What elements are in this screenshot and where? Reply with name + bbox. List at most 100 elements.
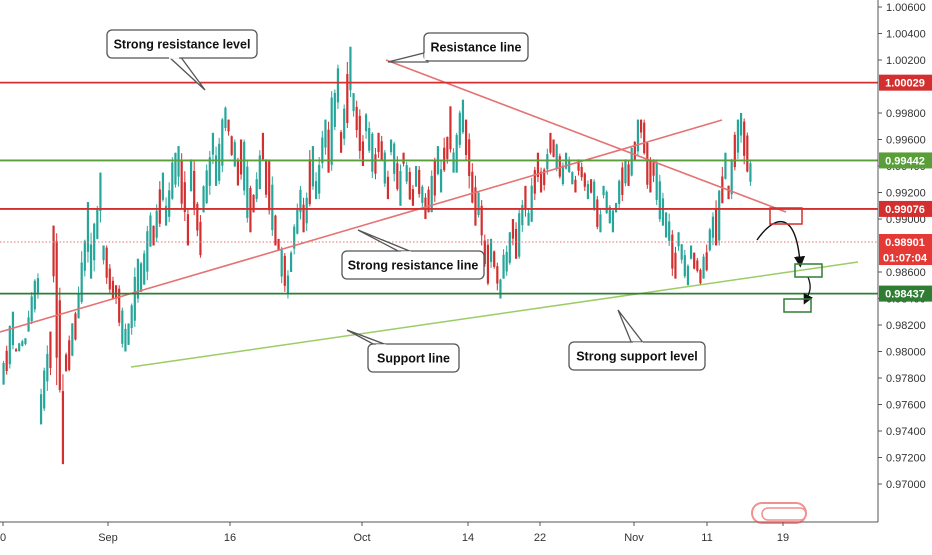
candle-body [443, 147, 446, 171]
candle-body [64, 354, 68, 372]
candle-body [593, 181, 596, 210]
candle-body [311, 146, 315, 187]
candle-body [464, 119, 468, 156]
candle-body [364, 114, 368, 132]
candle-body [624, 159, 627, 184]
resistance-trendline [385, 59, 787, 213]
candle-body [702, 256, 705, 279]
candle-body [127, 323, 130, 345]
callout-strong-resistance-line-text: Strong resistance line [348, 259, 479, 273]
candle-body [374, 154, 377, 174]
candle-body [539, 171, 543, 193]
y-tick-label: 0.98000 [886, 347, 926, 359]
candle-body [358, 115, 361, 151]
candle-body [380, 141, 383, 161]
candle-body [208, 157, 211, 186]
candle-body [636, 119, 640, 152]
callout-support-line: Support line [346, 329, 460, 373]
candle-body [414, 166, 418, 187]
candle-body [146, 231, 149, 272]
callout-strong-support-level-text: Strong support level [576, 350, 698, 364]
candle-body [108, 268, 111, 290]
candle-body [196, 203, 199, 231]
candle-body [655, 162, 658, 200]
candle-body [733, 134, 736, 168]
candle-body [605, 191, 608, 213]
candle-body [739, 113, 743, 136]
current-price-label: 0.98901 [885, 237, 925, 249]
candle-body [405, 165, 408, 182]
candle-body [430, 175, 433, 213]
level-tag-label: 0.99442 [885, 155, 925, 167]
y-tick-label: 0.97000 [886, 479, 926, 491]
candle-body [158, 189, 161, 224]
candle-body [639, 119, 643, 133]
candle-body [386, 176, 390, 200]
x-tick-label: 22 [534, 532, 546, 544]
y-tick-label: 0.99600 [886, 135, 926, 147]
candle-body [302, 204, 305, 233]
time-axis[interactable]: 0 Sep 16 Oct 14 22 Nov 11 19 [0, 522, 789, 544]
callout-support-line-text: Support line [377, 352, 450, 366]
candle-body [455, 135, 458, 173]
candle-body [30, 296, 33, 322]
candle-body [283, 255, 286, 286]
x-tick-label: 14 [462, 532, 474, 544]
candle-body [599, 214, 602, 233]
candle-body [227, 119, 230, 132]
candle-body [574, 179, 577, 193]
candle-body [286, 275, 290, 294]
x-tick-label: Sep [98, 532, 118, 544]
candle-body [736, 119, 740, 153]
candle-body [618, 180, 621, 204]
candle-body [411, 189, 415, 206]
candle-body [686, 265, 690, 286]
candle-body [664, 212, 668, 238]
candle-body [352, 93, 355, 112]
candle-body [318, 164, 321, 194]
candle-body [433, 160, 436, 196]
candle-body [243, 141, 246, 191]
candle-body [111, 280, 115, 299]
candle-body [211, 132, 215, 155]
projection-path [756, 220, 806, 268]
current-price-tag: 0.98901 01:07:04 [879, 234, 932, 265]
candle-body [621, 167, 624, 195]
candle-body [155, 210, 158, 238]
candle-body [589, 179, 593, 193]
candle-body [668, 221, 671, 241]
candle-body [114, 285, 118, 299]
candle-body [308, 159, 311, 205]
candle-body [221, 119, 224, 166]
candle-body [721, 176, 724, 204]
candle-body [205, 170, 208, 204]
candle-body [558, 156, 561, 177]
candle-body [343, 108, 346, 139]
projection-path-second [803, 276, 813, 305]
support-trendline [130, 261, 859, 368]
candle-body [536, 152, 540, 177]
candle-body [611, 210, 615, 233]
candle-body [439, 169, 443, 193]
candle-body [389, 139, 393, 153]
candle-body [371, 133, 374, 172]
candle-body [377, 132, 380, 153]
candle-body [171, 162, 174, 199]
candle-body [402, 152, 405, 164]
candle-body [277, 238, 280, 251]
candle-body [586, 184, 590, 200]
candle-body [52, 225, 55, 277]
candle-body [199, 221, 202, 256]
candle-body [393, 143, 396, 174]
countdown-label: 01:07:04 [883, 253, 928, 265]
second-target-box [783, 298, 812, 313]
candle-body [368, 127, 371, 151]
candle-body [105, 247, 108, 278]
candle-body [143, 253, 146, 285]
candle-body [493, 251, 496, 267]
candle-body [280, 248, 283, 277]
candle-body [174, 152, 177, 185]
candle-body [24, 338, 27, 345]
x-tick-label: 11 [701, 532, 712, 544]
